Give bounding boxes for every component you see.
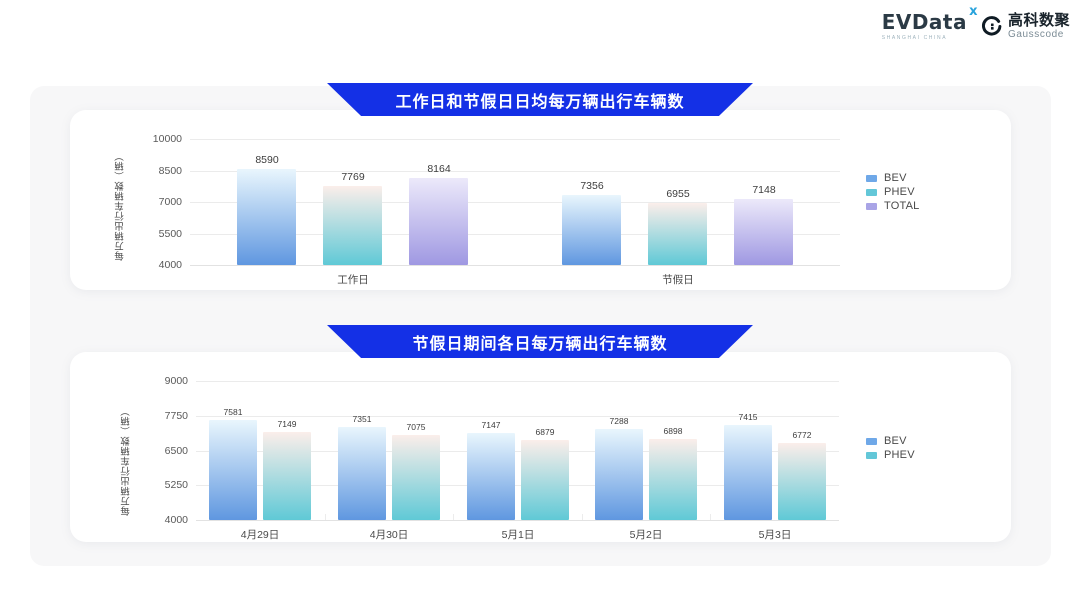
gausscode-text: 高科数聚 Gausscode (1008, 13, 1070, 40)
legend-item-bev[interactable]: BEV (866, 434, 915, 448)
y-axis-tick-label: 4000 (164, 514, 188, 526)
legend-swatch-icon (866, 451, 877, 459)
legend-item-label: BEV (884, 172, 907, 184)
y-axis-tick-label: 5500 (158, 228, 182, 240)
legend-item-phev[interactable]: PHEV (866, 185, 919, 199)
category-separator (453, 514, 454, 520)
gausscode-name-cn: 高科数聚 (1007, 12, 1070, 29)
category-separator (582, 514, 583, 520)
chart-title-banner-1: 工作日和节假日日均每万辆出行车辆数 (327, 83, 753, 116)
x-axis-category-label: 5月1日 (501, 529, 535, 541)
bar-value-label: 7581 (223, 407, 243, 417)
gridline (196, 416, 839, 417)
x-axis-category-label: 4月29日 (240, 529, 280, 541)
brand-logo-bar: EVData x shanghai china 高科数聚 Gausscode (881, 5, 1070, 41)
bar-total (734, 199, 793, 265)
bar-value-label: 7147 (481, 420, 501, 430)
legend-swatch-icon (866, 188, 877, 196)
chart-card-workday-holiday (70, 110, 1011, 290)
bar-bev (724, 425, 772, 520)
category-separator (325, 514, 326, 520)
gridline (190, 234, 840, 235)
bar-phev (263, 432, 311, 520)
evdata-superscript-x: x (969, 4, 978, 19)
y-axis-tick-label: 9000 (164, 375, 188, 387)
gauss-c-icon (981, 16, 1002, 37)
category-separator (710, 514, 711, 520)
bar-phev (778, 443, 826, 520)
chart-legend: BEV PHEV TOTAL (866, 171, 919, 213)
legend-item-phev[interactable]: PHEV (866, 448, 915, 462)
bar-value-label: 7356 (580, 180, 604, 192)
legend-item-label: BEV (884, 435, 907, 447)
bar-phev (649, 439, 697, 520)
evdata-wordmark-text: EVData (881, 10, 967, 34)
gausscode-logo: 高科数聚 Gausscode (981, 13, 1070, 40)
bar-phev (648, 203, 707, 265)
bar-bev (562, 195, 621, 265)
bar-phev (323, 186, 382, 265)
gridline (196, 451, 839, 452)
bar-value-label: 8164 (427, 163, 451, 175)
bar-value-label: 8590 (255, 154, 279, 166)
y-axis-tick-label: 10000 (152, 133, 182, 145)
x-axis-category-label: 4月30日 (369, 529, 409, 541)
legend-item-label: PHEV (884, 186, 915, 198)
gridline (190, 139, 840, 140)
bar-phev (392, 435, 440, 520)
gridline (196, 381, 839, 382)
gridline (196, 520, 839, 521)
evdata-wordmark: EVData x (881, 5, 978, 34)
legend-swatch-icon (866, 437, 877, 445)
bar-value-label: 6955 (666, 188, 690, 200)
bar-value-label: 6879 (535, 427, 555, 437)
bar-bev (467, 433, 515, 520)
bar-value-label: 7769 (341, 171, 365, 183)
y-axis-tick-label: 4000 (158, 259, 182, 271)
gridline (190, 265, 840, 266)
bar-value-label: 6772 (792, 430, 812, 440)
bar-value-label: 7149 (277, 419, 297, 429)
evdata-logo: EVData x shanghai china (881, 5, 978, 41)
legend-item-label: PHEV (884, 449, 915, 461)
legend-swatch-icon (866, 202, 877, 210)
legend-item-label: TOTAL (884, 200, 920, 212)
y-axis-tick-label: 7750 (164, 410, 188, 422)
chart-legend: BEV PHEV (866, 434, 915, 462)
y-axis-tick-label: 5250 (164, 479, 188, 491)
legend-item-total[interactable]: TOTAL (866, 199, 919, 213)
x-axis-category-label: 节假日 (662, 274, 694, 286)
x-axis-category-label: 5月2日 (629, 529, 663, 541)
bar-phev (521, 440, 569, 520)
bar-value-label: 7351 (352, 414, 372, 424)
y-axis-title: 每万辆出行车辆数（辆） (121, 406, 132, 516)
y-axis-tick-label: 8500 (158, 165, 182, 177)
gausscode-name-en: Gausscode (1007, 29, 1064, 40)
chart-title-banner-2: 节假日期间各日每万辆出行车辆数 (327, 325, 753, 358)
legend-item-bev[interactable]: BEV (866, 171, 919, 185)
bar-value-label: 7075 (406, 422, 426, 432)
bar-total (409, 178, 468, 265)
x-axis-category-label: 5月3日 (758, 529, 792, 541)
bar-bev (338, 427, 386, 520)
gridline (196, 485, 839, 486)
x-axis-category-label: 工作日 (337, 274, 369, 286)
bar-bev (209, 420, 257, 520)
evdata-tagline: shanghai china (881, 35, 948, 41)
bar-value-label: 7288 (609, 416, 629, 426)
bar-bev (595, 429, 643, 520)
y-axis-tick-label: 6500 (164, 445, 188, 457)
gridline (190, 171, 840, 172)
y-axis-tick-label: 7000 (158, 196, 182, 208)
bar-value-label: 7148 (752, 184, 776, 196)
bar-bev (237, 169, 296, 265)
legend-swatch-icon (866, 174, 877, 182)
bar-value-label: 7415 (738, 412, 758, 422)
bar-value-label: 6898 (663, 426, 683, 436)
gridline (190, 202, 840, 203)
